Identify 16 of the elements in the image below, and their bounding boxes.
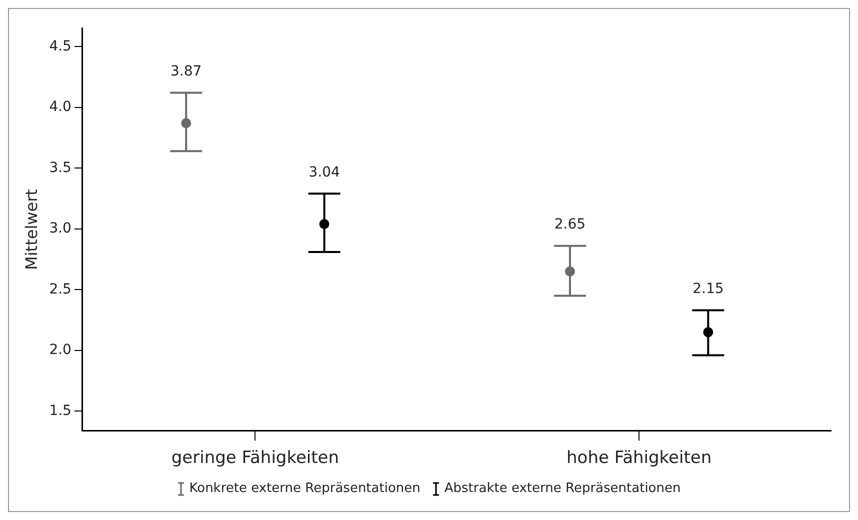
y-tick-label: 3.5 [49,160,72,176]
data-label: 3.87 [170,63,202,80]
legend-label: Abstrakte externe Repräsentationen [444,481,681,496]
y-tick-label: 2.0 [49,342,72,358]
data-label: 3.04 [308,164,340,180]
y-tick-label: 1.5 [49,402,72,419]
data-label: 2.15 [692,280,724,297]
x-tick-label: hohe Fähigkeiten [566,448,712,468]
y-tick-label: 4.5 [49,38,72,54]
y-tick-label: 2.5 [49,281,72,298]
y-axis-title: Mittelwert [22,189,41,270]
legend-label: Konkrete externe Repräsentationen [189,481,420,496]
y-tick-label: 4.0 [49,99,72,116]
x-tick-label: geringe Fähigkeiten [171,448,340,468]
data-label: 2.65 [554,216,586,233]
y-tick-label: 3.0 [49,220,72,237]
